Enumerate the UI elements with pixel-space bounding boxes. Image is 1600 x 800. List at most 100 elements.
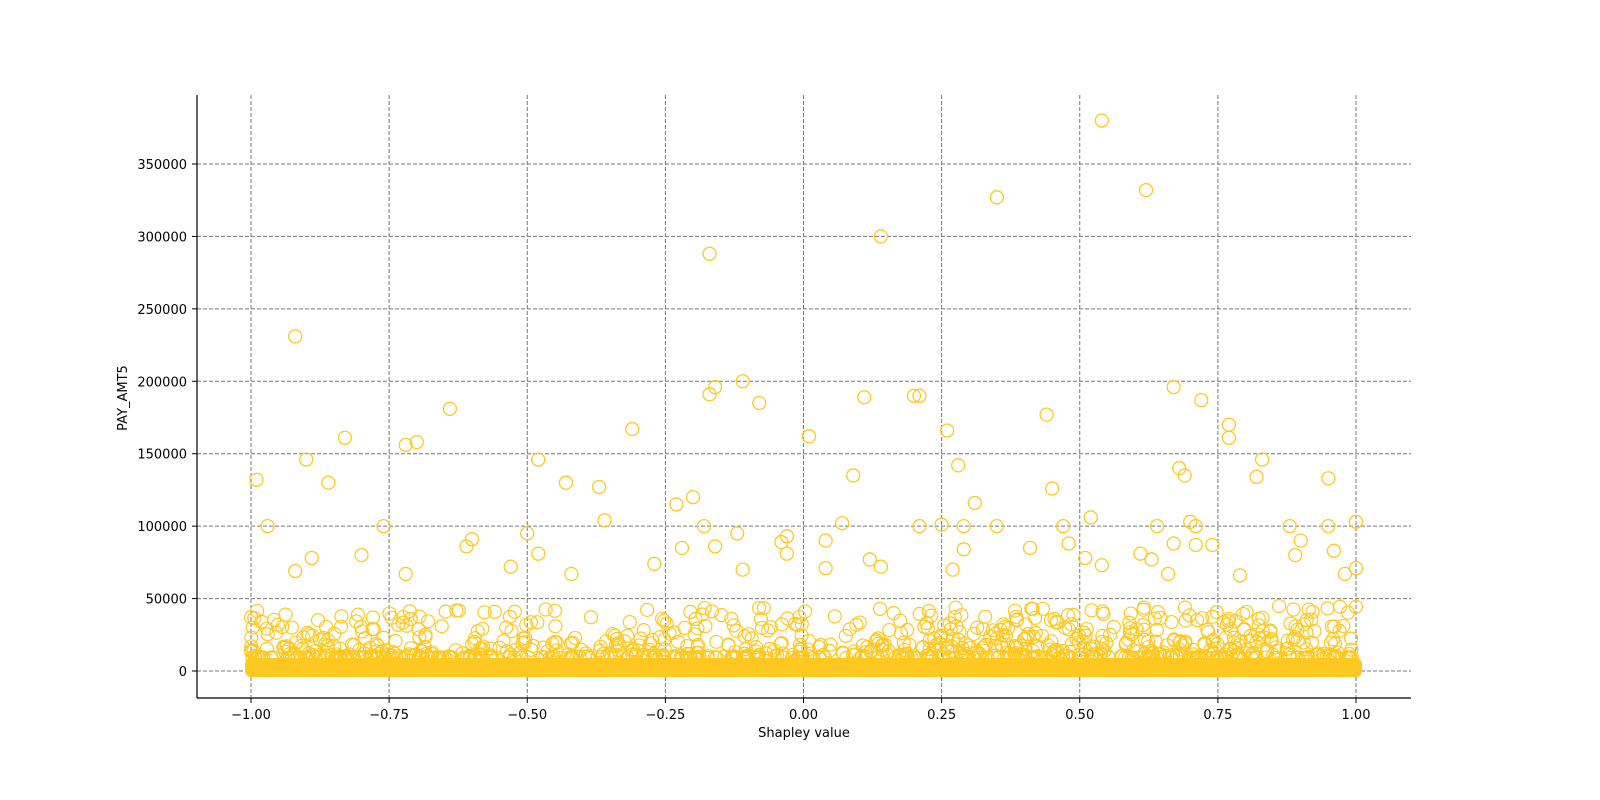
x-tick-label: 0.00 — [789, 708, 818, 723]
data-point — [1205, 537, 1220, 553]
data-point — [288, 329, 303, 344]
data-point — [321, 475, 336, 490]
data-point — [442, 401, 458, 416]
data-point — [730, 526, 745, 541]
data-point — [304, 550, 319, 566]
data-point — [354, 547, 369, 563]
data-points — [243, 113, 1364, 677]
data-point — [702, 246, 717, 261]
data-point — [912, 518, 927, 534]
data-point — [464, 532, 480, 547]
x-tick-label: 0.50 — [1065, 708, 1094, 723]
data-point — [846, 468, 861, 483]
data-point — [1254, 452, 1270, 467]
data-point — [774, 534, 789, 550]
data-point — [1321, 471, 1336, 486]
data-point — [591, 479, 607, 495]
data-point — [409, 434, 424, 450]
data-point — [989, 190, 1005, 205]
data-point — [1177, 468, 1192, 483]
data-point — [1321, 518, 1336, 534]
data-point — [1061, 536, 1076, 551]
y-tick-label: 100000 — [137, 520, 187, 535]
data-point — [1348, 514, 1364, 529]
data-point — [337, 430, 353, 445]
data-point — [956, 542, 971, 557]
data-point — [1293, 533, 1308, 548]
data-point — [647, 556, 662, 571]
data-point — [531, 452, 546, 467]
y-tick-label: 150000 — [137, 448, 187, 463]
data-point — [1188, 537, 1203, 553]
data-point — [376, 518, 391, 534]
data-point — [1133, 546, 1148, 561]
y-tick-label: 0 — [179, 665, 187, 680]
x-tick-label: 0.25 — [927, 708, 956, 723]
x-tick-label: 0.75 — [1203, 708, 1232, 723]
data-point — [696, 518, 712, 534]
data-point — [1172, 461, 1187, 476]
data-point — [835, 516, 850, 531]
y-axis-label: PAY_AMT5 — [116, 365, 131, 431]
data-point — [1078, 550, 1093, 566]
data-point — [989, 518, 1005, 534]
data-point — [702, 387, 717, 402]
data-point — [1166, 379, 1181, 395]
data-point — [707, 379, 723, 395]
data-point — [707, 539, 723, 554]
data-point — [801, 429, 817, 444]
data-point — [669, 497, 684, 512]
data-point — [398, 566, 413, 582]
data-point — [597, 513, 612, 528]
data-point — [1056, 518, 1071, 534]
data-point — [1188, 518, 1203, 534]
data-point — [1149, 518, 1165, 534]
data-point — [735, 562, 750, 577]
x-tick-label: −0.25 — [645, 708, 685, 723]
data-point — [1166, 536, 1181, 551]
data-point — [520, 526, 535, 541]
data-point — [862, 552, 877, 567]
data-point — [818, 561, 833, 576]
y-tick-label: 350000 — [137, 158, 187, 173]
data-point — [288, 563, 303, 579]
data-point — [906, 388, 922, 403]
data-point — [1144, 552, 1159, 567]
data-point — [1221, 430, 1237, 445]
y-tick-label: 50000 — [146, 593, 187, 608]
data-point — [459, 539, 474, 554]
data-point — [940, 423, 955, 438]
data-point — [857, 390, 872, 405]
data-point — [1194, 392, 1209, 408]
data-point — [249, 472, 264, 487]
data-point — [1249, 469, 1264, 485]
data-point — [1094, 113, 1109, 128]
data-point — [1083, 510, 1098, 525]
data-point — [934, 517, 949, 532]
x-axis-ticks: −1.00 −0.75 −0.50 −0.25 0.00 0.25 0.50 0.75 1.00 — [231, 698, 1370, 723]
y-tick-label: 200000 — [137, 375, 187, 390]
data-point — [1094, 558, 1109, 573]
y-axis-ticks: 0 50000 100000 150000 200000 250000 300000 3500… — [137, 158, 197, 680]
data-point — [674, 540, 690, 556]
data-point — [873, 229, 888, 244]
data-point — [956, 518, 971, 534]
data-point — [503, 559, 518, 574]
data-point — [945, 562, 960, 577]
data-point — [1337, 566, 1353, 582]
data-point — [398, 437, 413, 453]
y-tick-label: 250000 — [137, 303, 187, 318]
x-tick-label: 1.00 — [1342, 708, 1371, 723]
data-point — [873, 559, 888, 574]
data-point — [1022, 540, 1038, 556]
data-point — [735, 374, 750, 389]
data-point — [625, 421, 640, 437]
data-point — [951, 458, 966, 473]
data-point — [1288, 547, 1303, 563]
data-point — [299, 452, 314, 467]
x-axis-label: Shapley value — [758, 726, 850, 741]
data-point — [1039, 407, 1054, 422]
data-point — [1161, 566, 1176, 582]
data-point — [752, 395, 767, 411]
data-point — [564, 566, 579, 582]
